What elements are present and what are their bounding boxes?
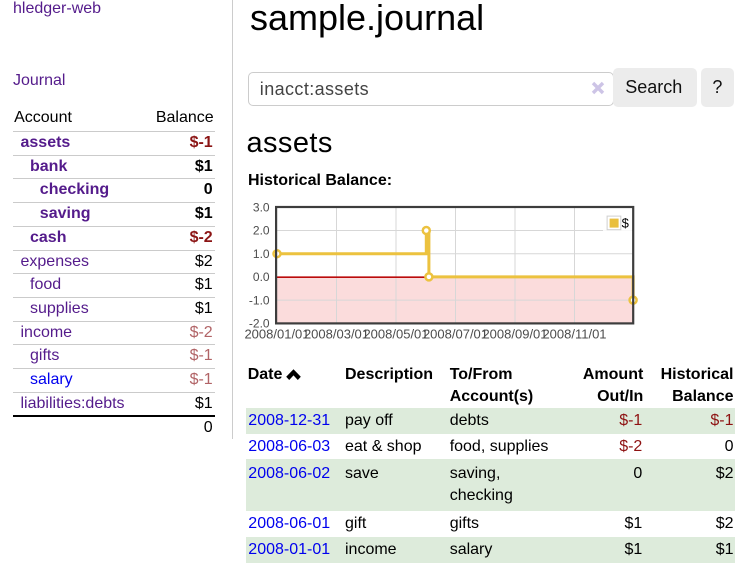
svg-text:3.0: 3.0: [253, 201, 270, 215]
svg-text:-1.0: -1.0: [249, 293, 270, 307]
svg-text:2008/11/01: 2008/11/01: [542, 327, 606, 342]
svg-text:2008/01/01: 2008/01/01: [244, 327, 309, 342]
svg-text:0.0: 0.0: [253, 270, 270, 284]
svg-text:2008/07/01: 2008/07/01: [423, 327, 488, 342]
svg-text:2.0: 2.0: [253, 224, 270, 238]
svg-text:$: $: [622, 216, 630, 231]
svg-text:-2.0: -2.0: [249, 317, 270, 331]
svg-text:2008/03/01: 2008/03/01: [304, 327, 369, 342]
svg-text:2008/05/01: 2008/05/01: [363, 327, 428, 342]
svg-text:2008/09/01: 2008/09/01: [482, 327, 547, 342]
svg-text:1.0: 1.0: [253, 247, 270, 261]
